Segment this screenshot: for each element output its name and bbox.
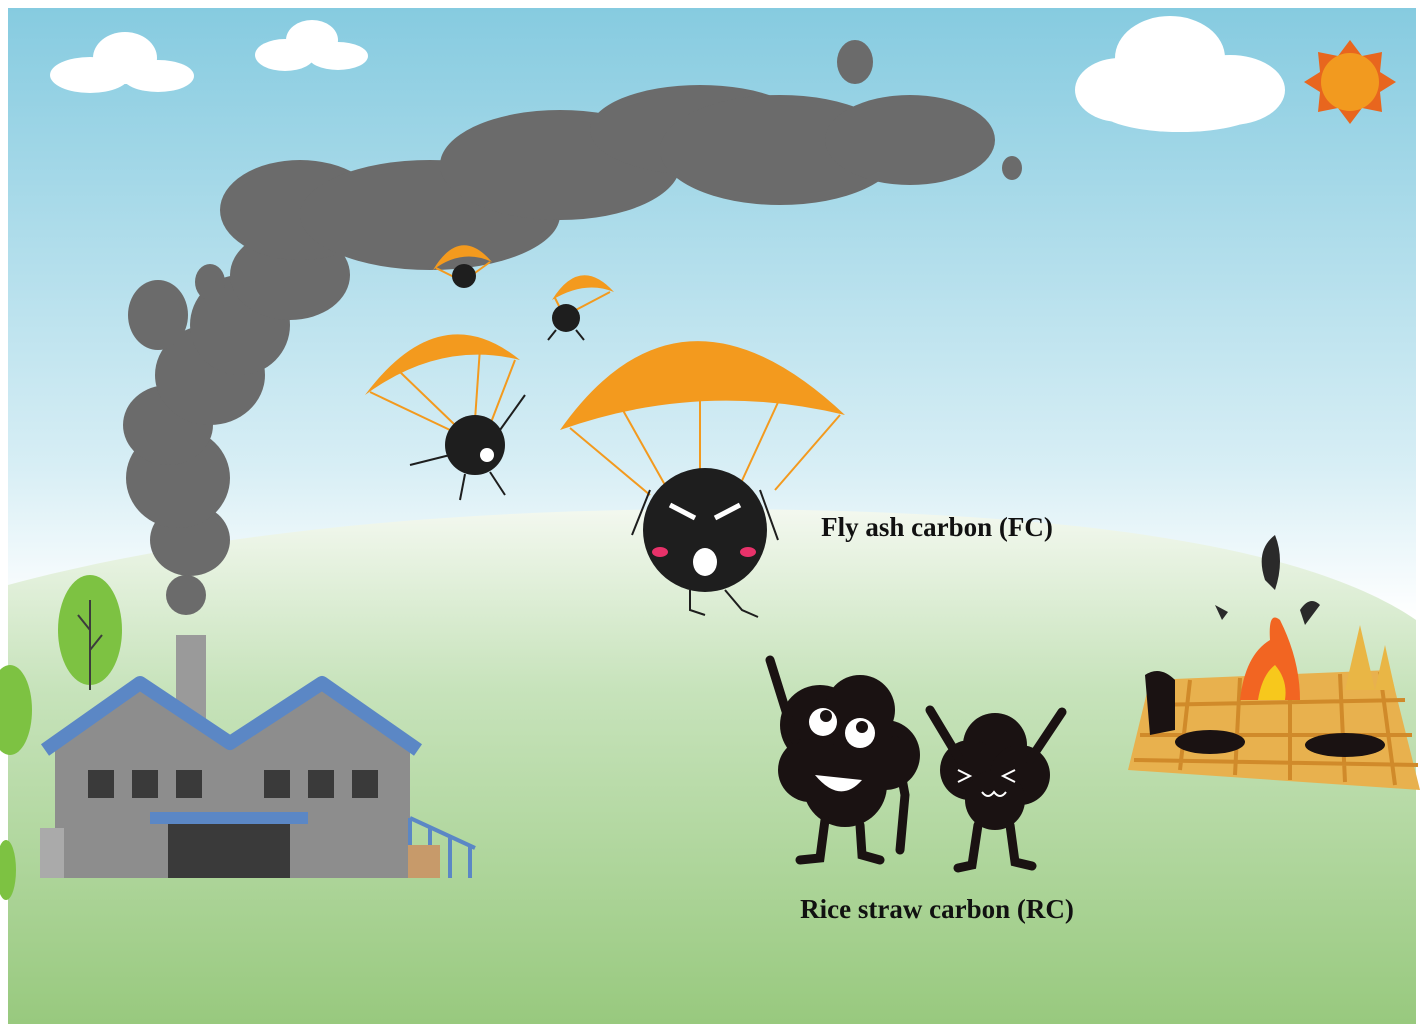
parachutes-part-part — [652, 547, 668, 557]
factory-part-part — [264, 770, 290, 798]
factory-part — [150, 812, 308, 824]
smoke-part — [1002, 156, 1022, 180]
factory-part — [408, 845, 440, 878]
field-part — [1145, 671, 1175, 735]
clouds-part — [122, 60, 194, 92]
parachutes-part-part — [452, 264, 476, 288]
parachutes-part-part — [740, 547, 756, 557]
factory-part-part — [308, 770, 334, 798]
factory-part-part — [168, 822, 290, 878]
sun-part — [1321, 53, 1379, 111]
factory-part-part — [88, 770, 114, 798]
illustration: Fly ash carbon (FC) Rice straw carbon (R… — [0, 0, 1424, 1032]
parachutes-part-part — [552, 304, 580, 332]
smoke-part — [837, 40, 873, 84]
fly-ash-label: Fly ash carbon (FC) — [821, 512, 1053, 542]
factory-part-part — [352, 770, 378, 798]
factory-part-part — [132, 770, 158, 798]
rice-straw-characters-part-part — [965, 770, 1025, 830]
smoke-part — [166, 575, 206, 615]
rice-straw-label: Rice straw carbon (RC) — [800, 894, 1074, 924]
rice-straw-characters-part-part — [778, 738, 842, 802]
clouds-part — [308, 42, 368, 70]
field-part — [1175, 730, 1245, 754]
parachutes-part-part — [693, 548, 717, 576]
smoke-part — [195, 264, 225, 300]
field-part — [1305, 733, 1385, 757]
factory-part-part — [176, 770, 202, 798]
clouds-part — [1100, 88, 1260, 132]
rice-straw-characters-part — [856, 721, 868, 733]
parachutes-part-part — [480, 448, 494, 462]
smoke-part — [825, 95, 995, 185]
smoke-part — [128, 280, 188, 350]
factory-part — [40, 828, 64, 878]
parachutes-part-part — [445, 415, 505, 475]
rice-straw-characters-part — [820, 710, 832, 722]
